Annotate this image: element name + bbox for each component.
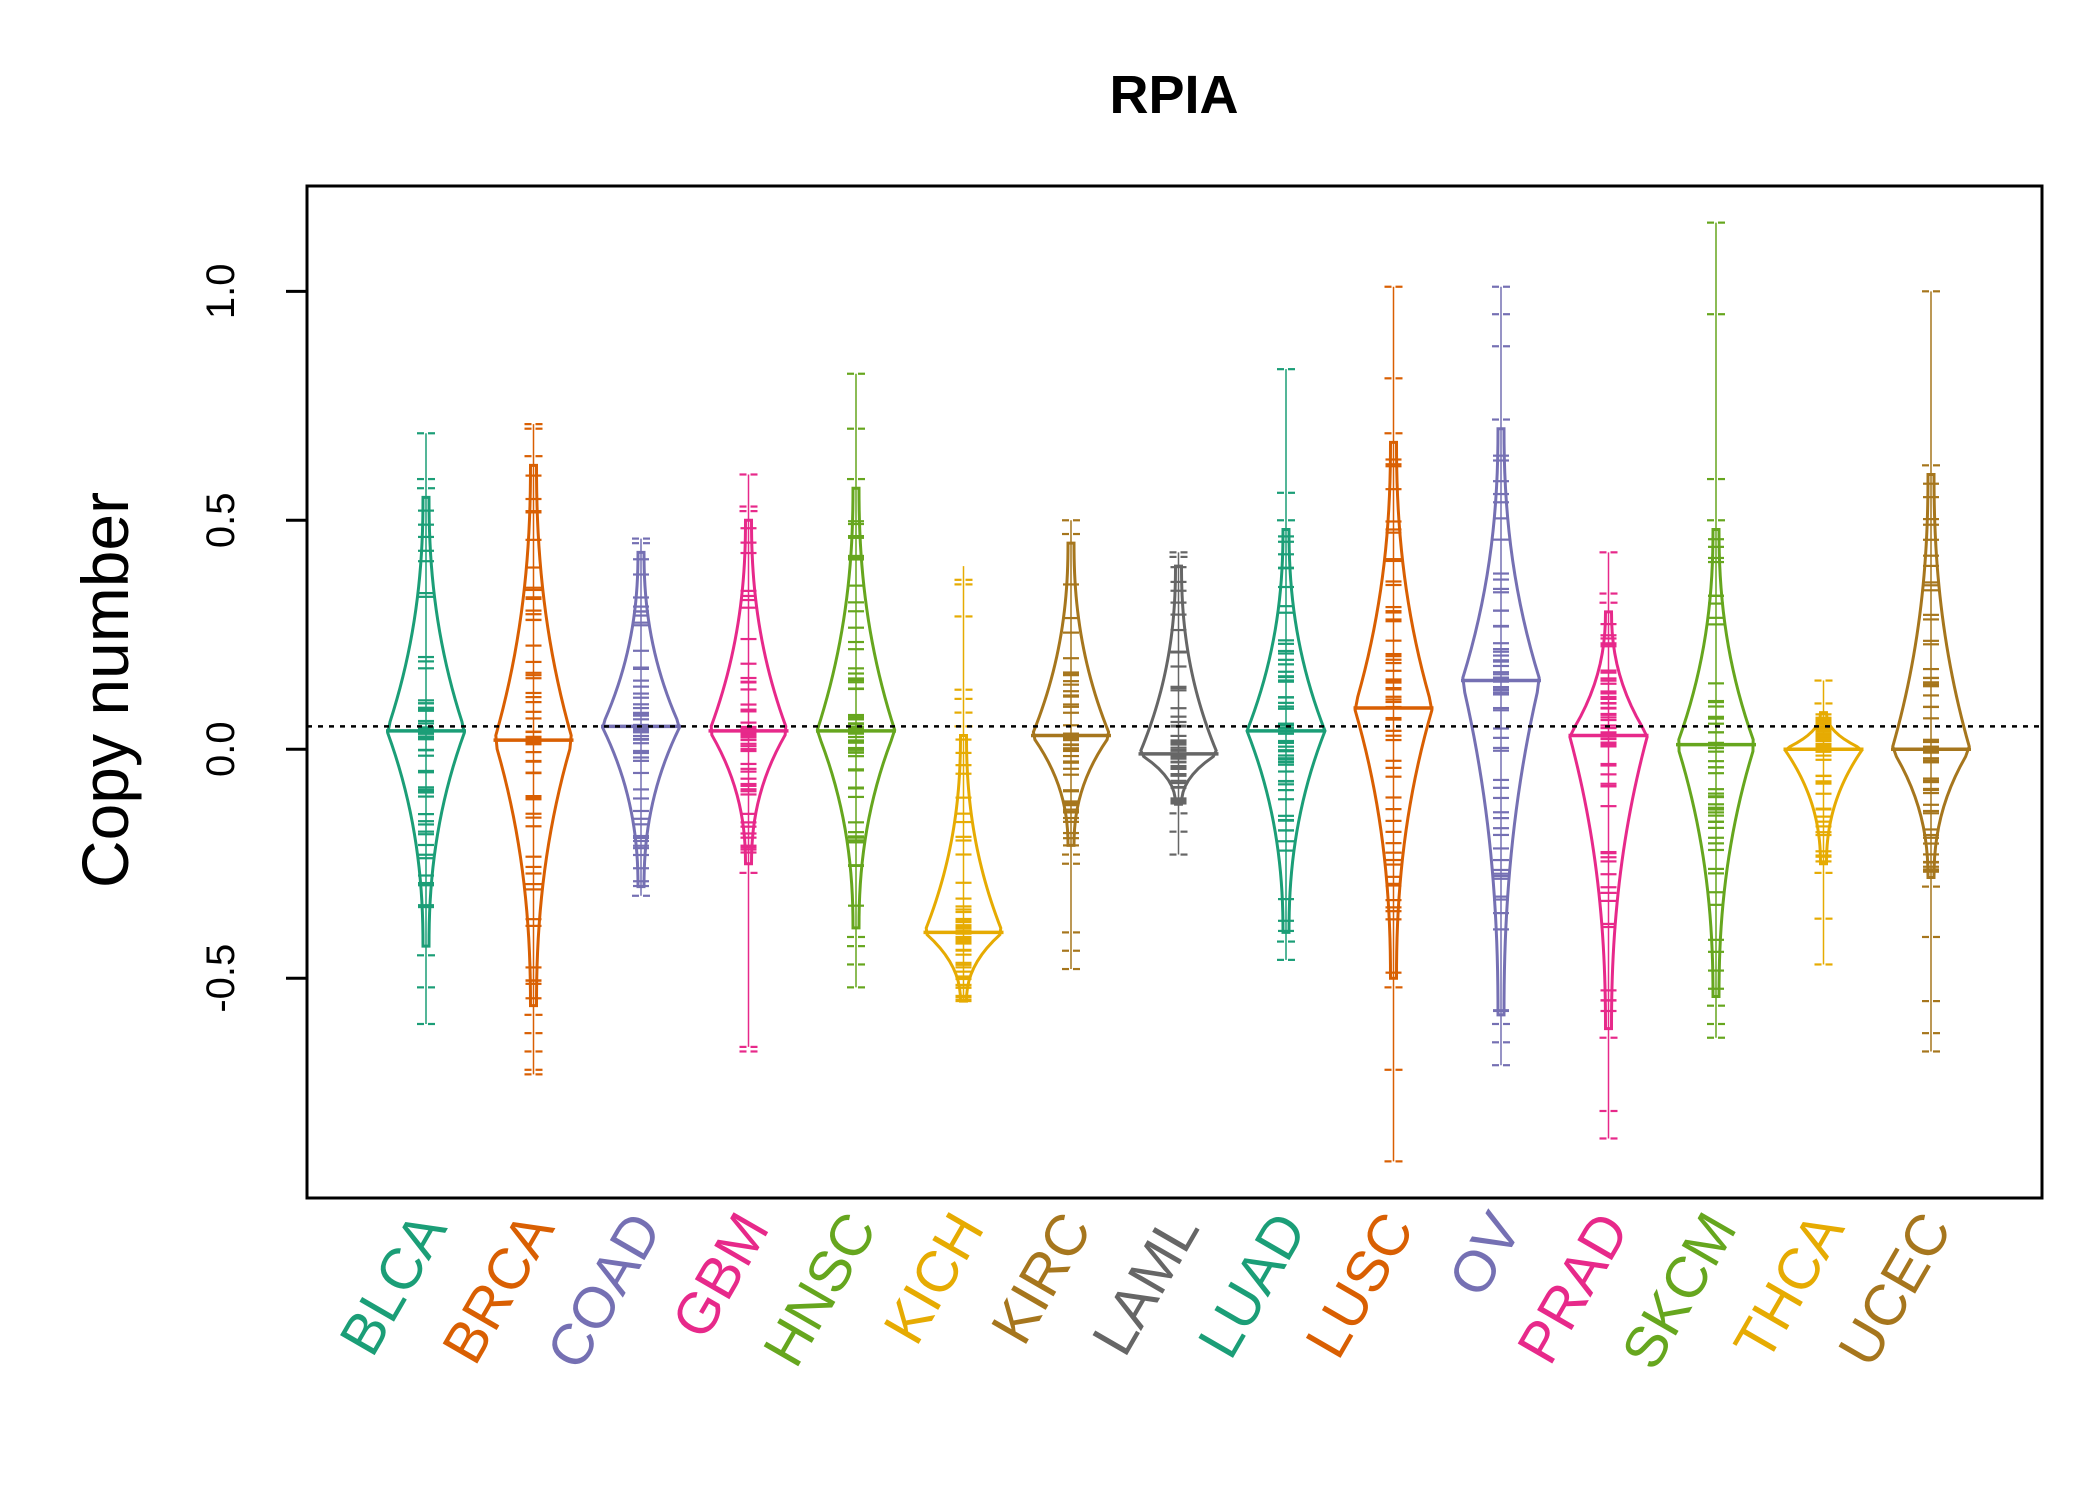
bean-gbm	[708, 473, 789, 1053]
x-tick-label-ov: OV	[1436, 1202, 1534, 1307]
bean-density	[1461, 427, 1541, 1017]
bean-coad	[601, 537, 681, 897]
y-tick-label: 0.5	[199, 492, 243, 548]
x-tick-label-kich: KICH	[871, 1202, 997, 1355]
bean-laml	[1138, 551, 1219, 856]
bean-density	[709, 518, 788, 866]
bean-density	[494, 463, 573, 1008]
y-axis: -0.5 0.0 0.5 1.0	[199, 264, 309, 1013]
beans-group	[386, 221, 1971, 1163]
bean-skcm	[1676, 221, 1756, 1039]
bean-brca	[493, 423, 574, 1076]
plot-area	[305, 184, 2044, 1200]
bean-ov	[1461, 285, 1541, 1067]
bean-density	[815, 486, 897, 930]
bean-density	[601, 550, 681, 889]
bean-lusc	[1353, 285, 1434, 1163]
bean-density	[1568, 610, 1649, 1031]
bean-luad	[1245, 368, 1327, 961]
x-tick-label-luad: LUAD	[1186, 1202, 1320, 1368]
y-tick-label: 1.0	[199, 264, 243, 320]
bean-blca	[386, 432, 466, 1026]
bean-density	[1677, 527, 1755, 999]
x-tick-label-laml: LAML	[1080, 1202, 1212, 1366]
x-tick-label-lusc: LUSC	[1293, 1202, 1427, 1368]
bean-density	[386, 495, 466, 948]
bean-density	[1031, 541, 1111, 847]
bean-density	[1353, 440, 1434, 980]
bean-kirc	[1031, 519, 1111, 971]
bean-ucec	[1891, 290, 1971, 1053]
x-tick-label-hnsc: HNSC	[751, 1202, 889, 1377]
bean-density	[1245, 527, 1327, 934]
bean-prad	[1568, 551, 1649, 1140]
bean-density	[1783, 711, 1864, 866]
chart-title: RPIA	[1109, 65, 1238, 125]
x-tick-label-ucec: UCEC	[1826, 1202, 1964, 1377]
bean-thca	[1783, 679, 1864, 966]
bean-kich	[923, 566, 1004, 1003]
bean-density	[924, 734, 1003, 1003]
y-tick-label: 0.0	[199, 721, 243, 777]
y-tick-label: -0.5	[199, 944, 243, 1013]
bean-hnsc	[815, 372, 897, 989]
y-axis-label: Copy number	[68, 492, 142, 888]
